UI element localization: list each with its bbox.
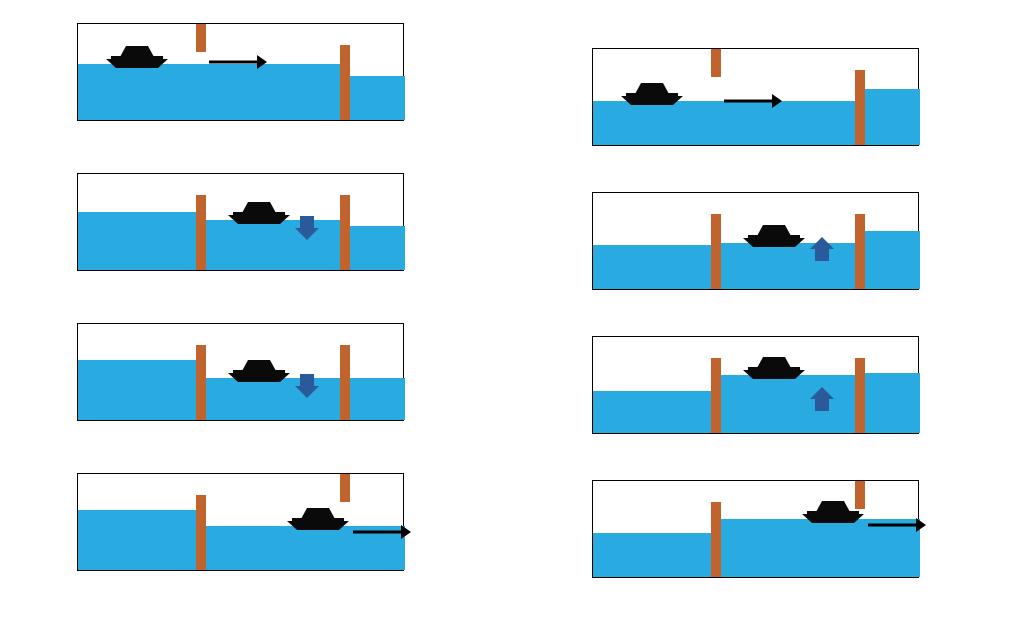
water-left (78, 510, 196, 570)
lock-panel-L4 (77, 473, 404, 571)
water-mid (196, 378, 350, 420)
water-right (350, 226, 405, 270)
lock-gate-1 (711, 214, 721, 289)
lock-gate-2 (855, 481, 865, 509)
water-left (593, 391, 711, 433)
lock-gate-1 (711, 502, 721, 577)
water-mid (711, 519, 920, 577)
water-left (593, 245, 711, 289)
water-mid (78, 64, 350, 120)
lock-gate-2 (855, 214, 865, 289)
water-left (593, 533, 711, 577)
lock-gate-1 (196, 495, 206, 570)
lock-gate-1 (196, 345, 206, 420)
lock-gate-1 (711, 49, 721, 77)
water-mid (593, 101, 865, 145)
lock-panel-L3 (77, 323, 404, 421)
lock-panel-L1 (77, 23, 404, 121)
lock-gate-1 (196, 24, 206, 52)
lock-panel-R3 (592, 336, 919, 434)
lock-gate-2 (340, 474, 350, 502)
water-right (865, 89, 920, 145)
lock-panel-R2 (592, 192, 919, 290)
lock-panel-R1 (592, 48, 919, 146)
lock-gate-2 (340, 195, 350, 270)
lock-gate-1 (711, 358, 721, 433)
water-mid (711, 375, 865, 433)
water-left (78, 212, 196, 270)
water-right (865, 231, 920, 289)
lock-gate-1 (196, 195, 206, 270)
lock-panel-L2 (77, 173, 404, 271)
water-mid (196, 220, 350, 270)
lock-gate-2 (855, 358, 865, 433)
water-left (78, 360, 196, 420)
water-right (350, 76, 405, 120)
water-right (865, 373, 920, 433)
lock-gate-2 (340, 345, 350, 420)
water-mid (711, 243, 865, 289)
lock-panel-R4 (592, 480, 919, 578)
water-right (350, 378, 405, 420)
lock-gate-2 (855, 70, 865, 145)
water-mid (196, 526, 405, 570)
lock-gate-2 (340, 45, 350, 120)
